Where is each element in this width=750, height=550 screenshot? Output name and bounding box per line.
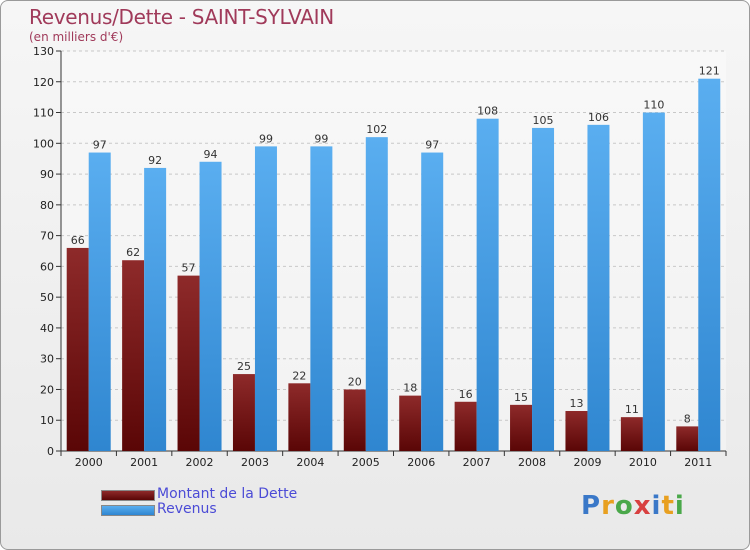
data-label-dette-2006: 18 [403, 382, 417, 395]
x-tick-label: 2000 [75, 456, 103, 469]
bar-dette-2002 [177, 275, 200, 451]
y-tick-label: 20 [40, 383, 54, 396]
legend-swatch-revenus [101, 505, 155, 516]
x-tick-label: 2008 [518, 456, 546, 469]
bar-dette-2008 [510, 404, 533, 451]
bar-revenus-2008 [532, 127, 555, 451]
bar-dette-2007 [454, 401, 477, 451]
bar-revenus-2000 [88, 152, 111, 452]
data-label-dette-2011: 8 [684, 412, 691, 425]
logo-letter: i [674, 491, 685, 521]
chart-subtitle: (en milliers d'€) [29, 30, 124, 44]
proxiti-logo: Proxiti [581, 491, 685, 521]
bar-dette-2006 [399, 395, 422, 451]
logo-letter: i [651, 491, 662, 521]
data-label-dette-2005: 20 [348, 375, 362, 388]
y-tick-label: 120 [33, 76, 54, 89]
x-tick-label: 2009 [573, 456, 601, 469]
y-tick-label: 130 [33, 45, 54, 58]
y-tick-label: 90 [40, 168, 54, 181]
x-tick-label: 2011 [684, 456, 712, 469]
logo-letter: o [614, 491, 634, 521]
bar-dette-2003 [232, 374, 255, 451]
data-label-revenus-2005: 102 [366, 123, 387, 136]
data-label-dette-2001: 62 [126, 246, 140, 259]
bar-revenus-2002 [199, 161, 222, 451]
data-label-dette-2000: 66 [71, 234, 85, 247]
bar-dette-2000 [66, 247, 89, 451]
bar-revenus-2003 [254, 146, 277, 451]
data-label-revenus-2004: 99 [314, 132, 328, 145]
y-tick-label: 10 [40, 414, 54, 427]
x-tick-label: 2003 [241, 456, 269, 469]
x-tick-label: 2005 [352, 456, 380, 469]
y-tick-label: 50 [40, 291, 54, 304]
logo-letter: t [661, 491, 675, 521]
y-tick-label: 0 [47, 445, 54, 458]
bar-revenus-2006 [421, 152, 444, 452]
y-tick-label: 110 [33, 107, 54, 120]
data-label-revenus-2000: 97 [93, 139, 107, 152]
data-label-revenus-2007: 108 [477, 105, 498, 118]
bar-revenus-2007 [476, 118, 499, 451]
y-tick-label: 40 [40, 322, 54, 335]
data-label-revenus-2002: 94 [204, 148, 218, 161]
x-tick-label: 2004 [296, 456, 324, 469]
legend-swatch-dette [101, 490, 155, 501]
x-tick-label: 2001 [130, 456, 158, 469]
data-label-dette-2007: 16 [459, 388, 473, 401]
y-tick-label: 60 [40, 260, 54, 273]
data-label-revenus-2008: 105 [533, 114, 554, 127]
bar-revenus-2001 [144, 167, 167, 451]
logo-letter: x [633, 491, 652, 521]
data-label-dette-2009: 13 [569, 397, 583, 410]
legend-label-dette: Montant de la Dette [157, 486, 298, 502]
data-label-dette-2003: 25 [237, 360, 251, 373]
data-label-dette-2008: 15 [514, 391, 528, 404]
y-tick-label: 30 [40, 353, 54, 366]
data-label-revenus-2010: 110 [643, 99, 664, 112]
data-label-revenus-2006: 97 [425, 139, 439, 152]
y-tick-label: 80 [40, 199, 54, 212]
x-tick-label: 2006 [407, 456, 435, 469]
plot-area [61, 51, 726, 451]
bar-dette-2010 [620, 417, 643, 451]
data-label-revenus-2011: 121 [699, 65, 720, 78]
bar-dette-2009 [565, 411, 588, 451]
bar-dette-2005 [343, 389, 366, 451]
bar-dette-2001 [122, 260, 145, 451]
bar-revenus-2004 [310, 146, 333, 451]
x-tick-label: 2002 [186, 456, 214, 469]
logo-letter: r [601, 491, 615, 521]
chart-title: Revenus/Dette - SAINT-SYLVAIN [29, 5, 334, 29]
data-label-dette-2002: 57 [182, 262, 196, 275]
legend-label-revenus: Revenus [157, 501, 217, 517]
bar-dette-2011 [676, 426, 699, 451]
y-tick-label: 70 [40, 230, 54, 243]
bar-revenus-2010 [642, 112, 665, 452]
data-label-revenus-2003: 99 [259, 132, 273, 145]
data-label-revenus-2001: 92 [148, 154, 162, 167]
x-tick-label: 2007 [463, 456, 491, 469]
data-label-revenus-2009: 106 [588, 111, 609, 124]
bar-revenus-2005 [365, 137, 388, 451]
y-tick-label: 100 [33, 137, 54, 150]
x-tick-label: 2010 [629, 456, 657, 469]
data-label-dette-2004: 22 [292, 369, 306, 382]
bar-revenus-2011 [698, 78, 721, 451]
logo-letter: P [581, 491, 602, 521]
bar-revenus-2009 [587, 124, 610, 451]
bar-dette-2004 [288, 383, 311, 451]
data-label-dette-2010: 11 [625, 403, 639, 416]
